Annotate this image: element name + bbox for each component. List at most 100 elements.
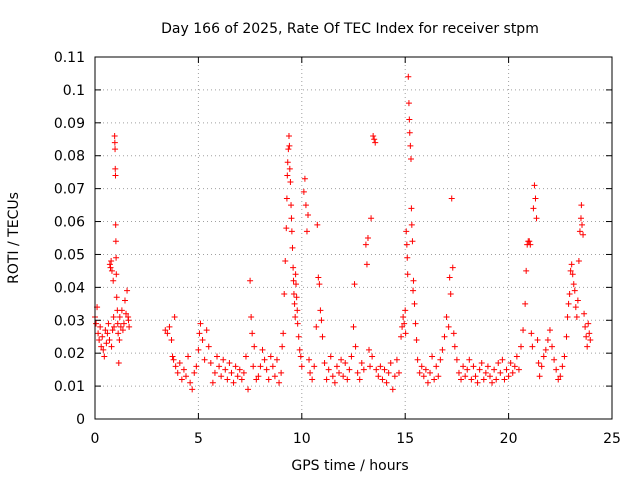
- data-point: [193, 363, 200, 370]
- data-point: [379, 376, 386, 383]
- data-point: [371, 136, 378, 143]
- data-point: [305, 211, 312, 218]
- data-point: [104, 330, 111, 337]
- data-point: [443, 313, 450, 320]
- data-point: [294, 307, 301, 314]
- data-point: [203, 327, 210, 334]
- data-point: [555, 376, 562, 383]
- y-tick-label: 0.11: [54, 50, 85, 66]
- data-point: [385, 369, 392, 376]
- data-point: [557, 373, 564, 380]
- data-point: [529, 343, 536, 350]
- data-point: [293, 294, 300, 301]
- data-point: [102, 327, 109, 334]
- data-point: [103, 340, 110, 347]
- data-point: [336, 369, 343, 376]
- data-point: [470, 363, 477, 370]
- data-point: [375, 373, 382, 380]
- y-tick-label: 0.08: [54, 149, 85, 165]
- data-point: [581, 310, 588, 317]
- y-tick-label: 0.06: [54, 215, 85, 231]
- data-point: [116, 313, 123, 320]
- data-point: [368, 215, 375, 222]
- data-point: [98, 343, 105, 350]
- data-point: [232, 363, 239, 370]
- data-point: [484, 363, 491, 370]
- data-point: [124, 287, 131, 294]
- data-point: [226, 360, 233, 367]
- data-point: [214, 353, 221, 360]
- data-point: [185, 353, 192, 360]
- data-point: [409, 238, 416, 245]
- data-point: [451, 343, 458, 350]
- data-point: [408, 205, 415, 212]
- data-point: [174, 369, 181, 376]
- data-point: [283, 225, 290, 232]
- data-point: [93, 320, 100, 327]
- data-point: [587, 337, 594, 344]
- data-point: [107, 264, 114, 271]
- data-point: [389, 386, 396, 393]
- data-point: [242, 353, 249, 360]
- data-point: [309, 376, 316, 383]
- data-point: [303, 228, 310, 235]
- data-point: [458, 376, 465, 383]
- data-point: [574, 297, 581, 304]
- data-point: [317, 307, 324, 314]
- data-point: [401, 320, 408, 327]
- data-point: [286, 165, 293, 172]
- data-point: [230, 379, 237, 386]
- data-point: [323, 376, 330, 383]
- data-point: [468, 376, 475, 383]
- data-point: [420, 373, 427, 380]
- data-point: [455, 369, 462, 376]
- data-point: [507, 360, 514, 367]
- data-point: [482, 369, 489, 376]
- data-point: [531, 182, 538, 189]
- data-point: [284, 159, 291, 166]
- data-point: [476, 366, 483, 373]
- data-point: [293, 281, 300, 288]
- data-point: [294, 320, 301, 327]
- data-point: [114, 320, 121, 327]
- data-point: [110, 277, 117, 284]
- data-point: [493, 376, 500, 383]
- data-point: [263, 366, 270, 373]
- data-point: [108, 258, 115, 265]
- data-point: [579, 221, 586, 228]
- data-point: [248, 313, 255, 320]
- data-point: [540, 353, 547, 360]
- data-point: [411, 300, 418, 307]
- data-point: [346, 366, 353, 373]
- data-point: [364, 235, 371, 241]
- data-point: [172, 363, 179, 370]
- data-point: [108, 343, 115, 350]
- data-point: [534, 337, 541, 344]
- data-point: [265, 376, 272, 383]
- data-point: [431, 376, 438, 383]
- data-point: [527, 241, 534, 248]
- data-point: [313, 323, 320, 330]
- data-point: [325, 366, 332, 373]
- data-point: [224, 376, 231, 383]
- data-point: [238, 376, 245, 383]
- data-point: [245, 386, 252, 393]
- data-point: [408, 221, 415, 228]
- data-point: [354, 369, 361, 376]
- data-point: [402, 330, 409, 337]
- data-point: [429, 353, 436, 360]
- data-point: [441, 333, 448, 340]
- data-point: [234, 373, 241, 380]
- data-point: [367, 363, 374, 370]
- data-point: [453, 356, 460, 363]
- data-point: [267, 353, 274, 360]
- data-point: [395, 369, 402, 376]
- data-point: [387, 360, 394, 367]
- data-point: [112, 172, 119, 179]
- data-point: [391, 373, 398, 380]
- data-point: [460, 363, 467, 370]
- y-tick-label: 0.07: [54, 182, 85, 198]
- data-point: [553, 366, 560, 373]
- data-point: [503, 366, 510, 373]
